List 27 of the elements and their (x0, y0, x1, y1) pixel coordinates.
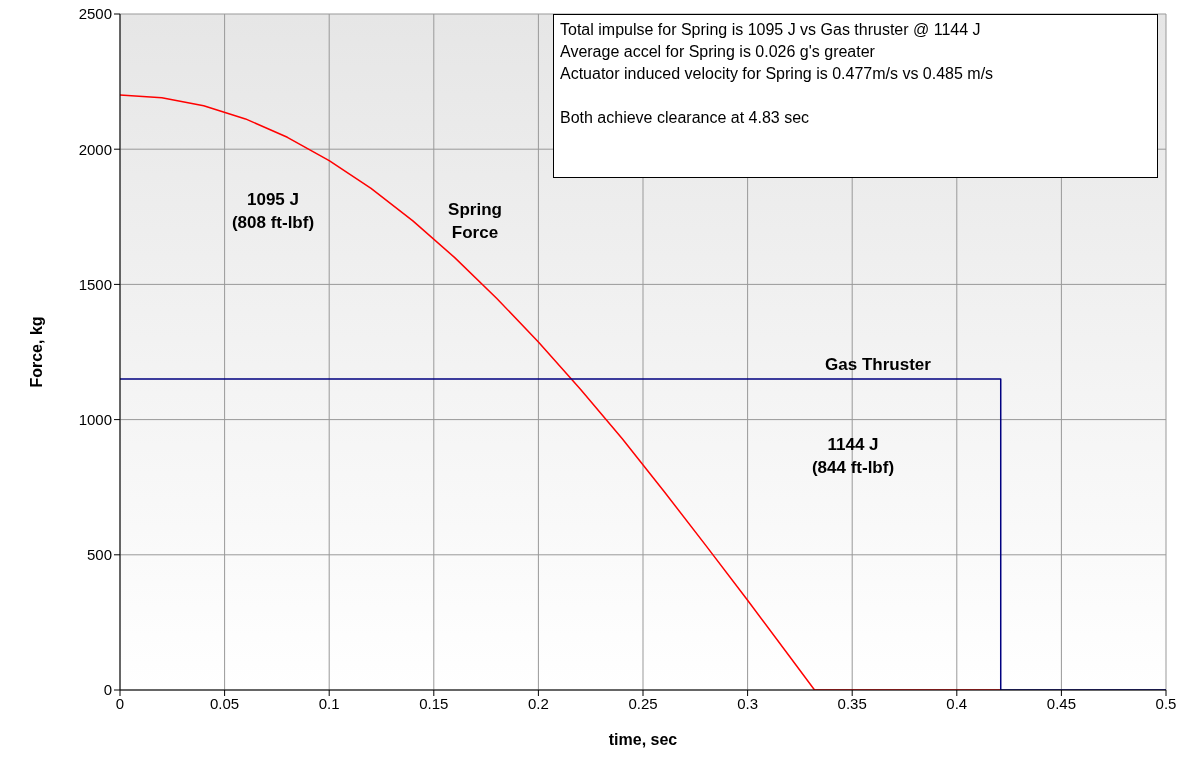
annotation: Actuator induced velocity for Spring is 0.477m/s vs 0.485 m/s (560, 64, 995, 84)
x-tick-label: 0.1 (318, 694, 340, 712)
x-tick-label: 0.2 (527, 694, 549, 712)
y-tick-label: 0 (103, 681, 112, 699)
x-tick-label: 0.5 (1155, 694, 1177, 712)
x-tick-label: 0.35 (837, 694, 867, 712)
y-tick-label: 2000 (78, 140, 112, 158)
x-tick-label: 0.45 (1046, 694, 1076, 712)
annotation: Average accel for Spring is 0.026 g's greater (560, 42, 876, 62)
series-label: Spring Force (447, 199, 503, 244)
x-tick-label: 0.05 (210, 694, 240, 712)
x-tick-label: 0.4 (946, 694, 968, 712)
annotation: Both achieve clearance at 4.83 sec (560, 108, 811, 128)
x-tick-label: 0.15 (419, 694, 449, 712)
y-tick-label: 2500 (78, 5, 112, 23)
y-tick-label: 1000 (78, 410, 112, 428)
annotation: 1144 J (844 ft-lbf) (810, 434, 896, 479)
x-tick-label: 0.25 (628, 694, 658, 712)
annotation: Total impulse for Spring is 1095 J vs Gas thruster @ 1144 J (560, 20, 982, 40)
y-tick-label: 1500 (78, 275, 112, 293)
annotation: 1095 J (808 ft-lbf) (230, 189, 316, 234)
y-tick-label: 500 (86, 546, 112, 564)
x-axis-title: time, sec (608, 731, 678, 749)
x-tick-label: 0 (115, 694, 125, 712)
y-axis-title: Force, kg (27, 316, 45, 388)
series-label: Gas Thruster (824, 354, 932, 376)
x-tick-label: 0.3 (737, 694, 759, 712)
